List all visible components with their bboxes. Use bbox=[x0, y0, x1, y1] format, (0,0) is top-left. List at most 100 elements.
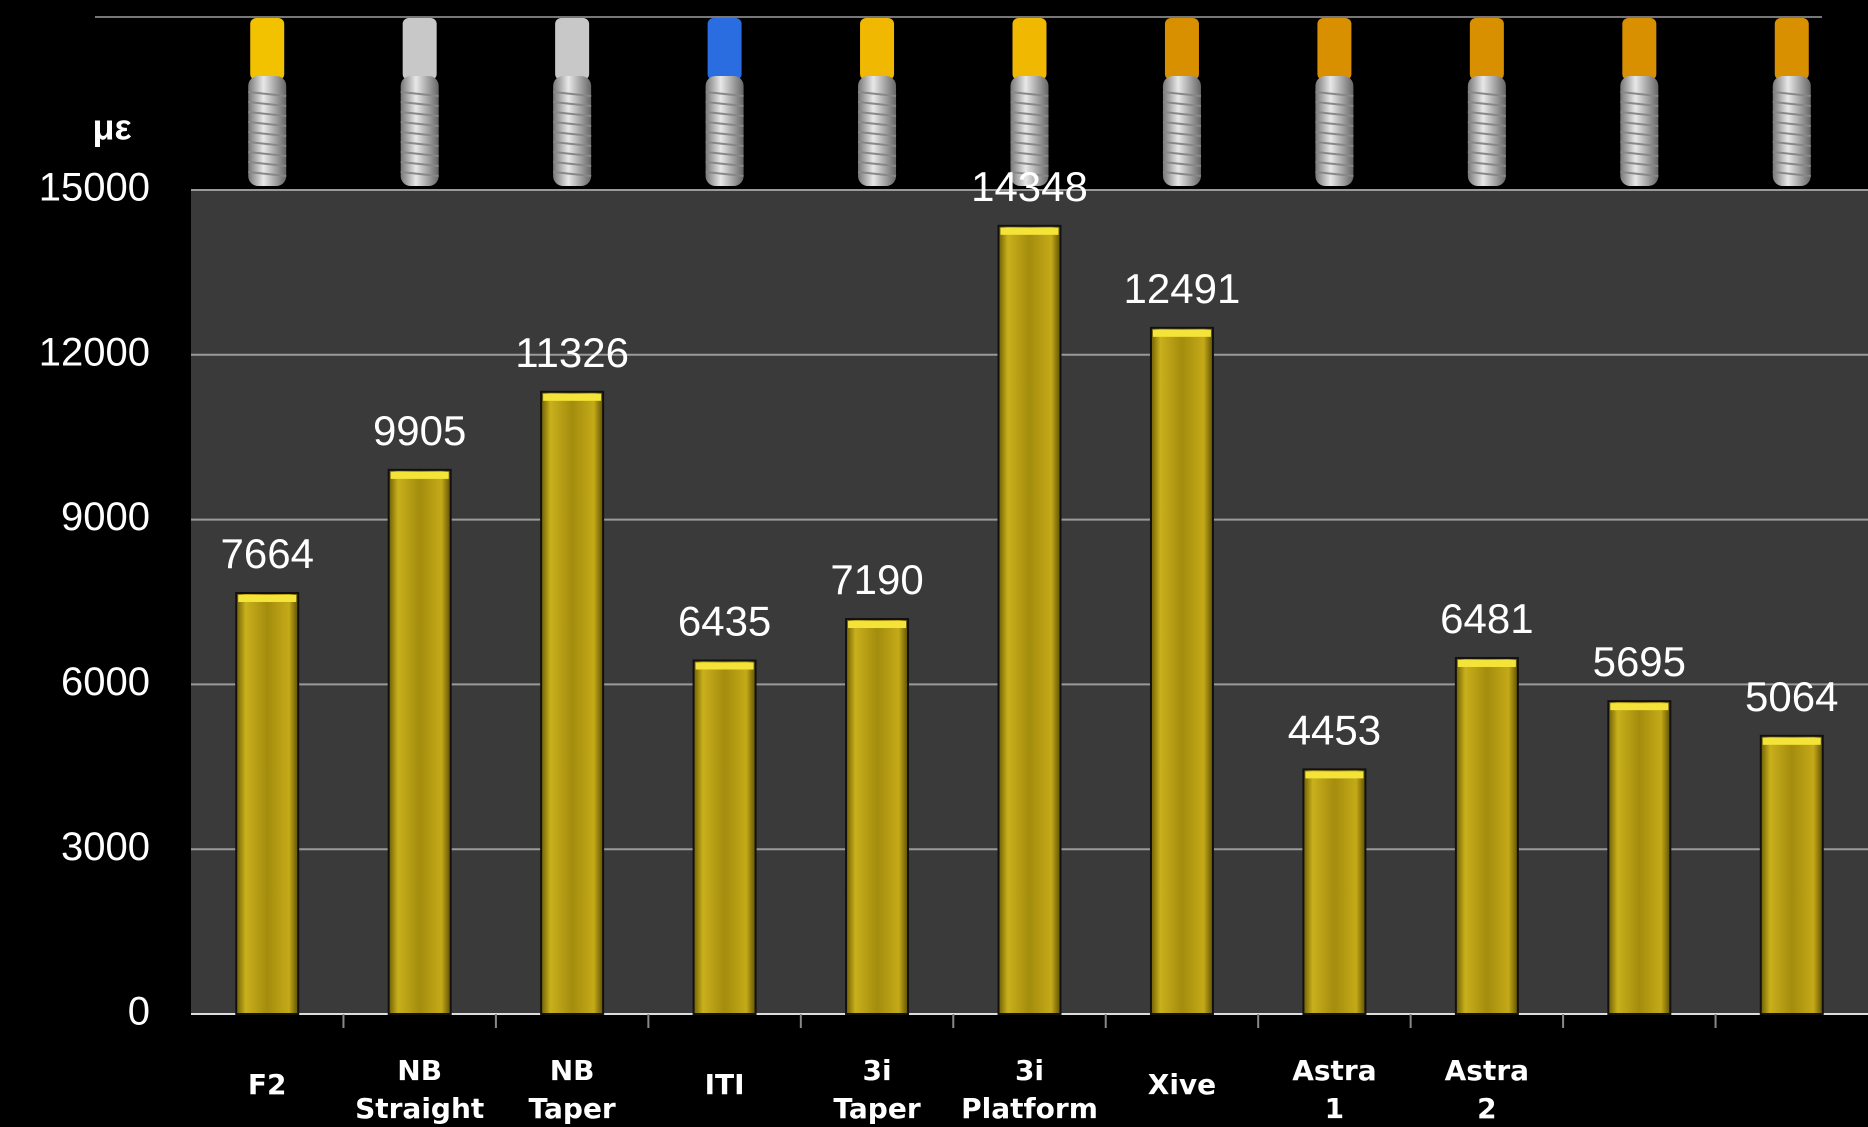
x-tick-label: 3i Taper bbox=[833, 1054, 920, 1125]
implant-thread bbox=[1467, 141, 1506, 147]
implant-thread bbox=[1772, 141, 1811, 147]
implant-thread bbox=[1467, 131, 1506, 137]
implant-abutment bbox=[555, 18, 590, 80]
bar-cap bbox=[1305, 771, 1364, 779]
implant-thread bbox=[1315, 111, 1354, 117]
y-tick-label: 9000 bbox=[61, 495, 150, 539]
value-label: 12491 bbox=[1124, 265, 1241, 312]
implant-thread bbox=[553, 91, 592, 97]
implant-thread bbox=[400, 161, 439, 167]
implant-abutment bbox=[1012, 18, 1047, 80]
implant-thread bbox=[1010, 131, 1049, 137]
implant-thread bbox=[1162, 141, 1202, 147]
implant-thread bbox=[1620, 111, 1659, 117]
bar bbox=[540, 390, 605, 1015]
implant-thread bbox=[1620, 131, 1659, 137]
implant-thread bbox=[1010, 141, 1049, 147]
implant-thread bbox=[1620, 141, 1659, 147]
value-label: 4453 bbox=[1288, 706, 1381, 753]
bar bbox=[235, 591, 300, 1015]
implant-thread bbox=[1315, 131, 1354, 137]
x-tick-label: 3i Platform bbox=[961, 1054, 1098, 1125]
implant-thread bbox=[1315, 151, 1354, 157]
implant-thread bbox=[1010, 111, 1049, 117]
value-label: 9905 bbox=[373, 407, 466, 454]
implant-thread bbox=[248, 131, 287, 137]
bar-cap bbox=[1457, 659, 1516, 667]
implant-thread bbox=[553, 121, 592, 127]
implant-thread bbox=[1467, 91, 1506, 97]
value-label: 7664 bbox=[221, 530, 314, 577]
implant-thread bbox=[1010, 161, 1049, 167]
implant-thread bbox=[1467, 121, 1506, 127]
implant-thread bbox=[1620, 101, 1659, 107]
implant-thread bbox=[400, 151, 439, 157]
implant-thread bbox=[1772, 151, 1811, 157]
implant-thread bbox=[1467, 151, 1506, 157]
implant-thread bbox=[1467, 161, 1506, 167]
bar-cap bbox=[695, 662, 754, 670]
y-tick-label: 6000 bbox=[61, 660, 150, 704]
implant-thread bbox=[705, 101, 744, 107]
bar-cap bbox=[1610, 703, 1669, 711]
implant-thread bbox=[857, 111, 897, 117]
implant-thread bbox=[400, 171, 439, 177]
implant-abutment bbox=[1622, 18, 1657, 80]
implant-thread bbox=[857, 131, 897, 137]
bar bbox=[997, 224, 1062, 1015]
implant-thread bbox=[1315, 161, 1354, 167]
implant-thread bbox=[1010, 151, 1049, 157]
implant-thread bbox=[1772, 91, 1811, 97]
value-label: 5695 bbox=[1593, 638, 1686, 685]
implant-thread bbox=[248, 91, 287, 97]
implant-thread bbox=[1010, 121, 1049, 127]
bar bbox=[845, 618, 910, 1016]
bar-cap bbox=[1762, 737, 1821, 745]
bar-cap bbox=[1000, 227, 1059, 235]
implant-thread bbox=[1315, 121, 1354, 127]
bar-cap bbox=[1152, 329, 1211, 337]
implant-thread bbox=[248, 111, 287, 117]
y-tick-label: 15000 bbox=[39, 166, 150, 210]
bar bbox=[1759, 734, 1824, 1016]
implant-abutment bbox=[860, 18, 895, 80]
implant-thread bbox=[248, 161, 287, 167]
implant-thread bbox=[1772, 171, 1811, 177]
implant-thread bbox=[1162, 101, 1202, 107]
implant-thread bbox=[1010, 91, 1049, 97]
x-tick-label: ITI bbox=[705, 1068, 745, 1101]
x-tick-label: Xive bbox=[1148, 1068, 1216, 1101]
value-label: 14348 bbox=[971, 163, 1088, 210]
implant-thread bbox=[705, 141, 744, 147]
bar bbox=[1454, 656, 1519, 1015]
implant-thread bbox=[1010, 101, 1049, 107]
value-label: 6435 bbox=[678, 598, 771, 645]
x-tick-label: Astra 1 bbox=[1292, 1054, 1376, 1125]
implant-thread bbox=[705, 121, 744, 127]
implant-thread bbox=[400, 91, 439, 97]
value-label: 7190 bbox=[830, 556, 923, 603]
implant-abutment bbox=[707, 18, 742, 80]
implant-thread bbox=[857, 161, 897, 167]
implant-thread bbox=[248, 141, 287, 147]
implant-abutment bbox=[1164, 18, 1199, 80]
implant-thread bbox=[1467, 171, 1506, 177]
implant-abutment bbox=[1317, 18, 1352, 80]
value-label: 6481 bbox=[1440, 595, 1533, 642]
implant-thread bbox=[248, 151, 287, 157]
implant-thread bbox=[705, 111, 744, 117]
implant-images bbox=[248, 18, 1811, 186]
implant-thread bbox=[553, 111, 592, 117]
implant-thread bbox=[1162, 151, 1202, 157]
x-tick-label: Astra 2 bbox=[1445, 1054, 1529, 1125]
implant-thread bbox=[705, 171, 744, 177]
implant-thread bbox=[1315, 101, 1354, 107]
implant-thread bbox=[1315, 91, 1354, 97]
implant-abutment bbox=[1469, 18, 1504, 80]
implant-thread bbox=[1010, 171, 1049, 177]
implant-thread bbox=[553, 161, 592, 167]
implant-thread bbox=[553, 141, 592, 147]
implant-thread bbox=[1315, 171, 1354, 177]
y-tick-label: 3000 bbox=[61, 825, 150, 869]
y-axis-label: με bbox=[92, 107, 131, 148]
